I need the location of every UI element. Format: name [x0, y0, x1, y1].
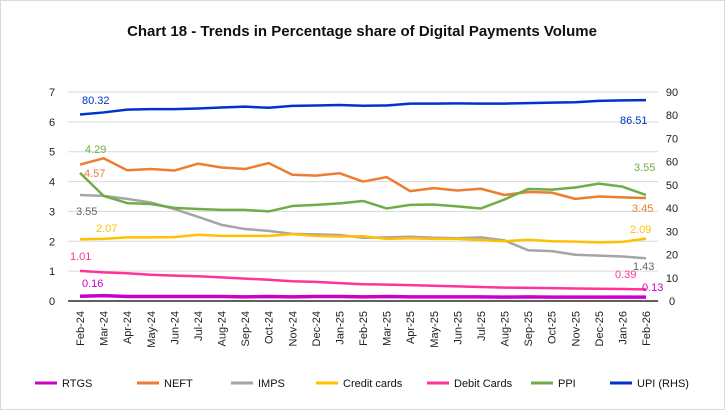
- x-tick-label: Jul-24: [193, 311, 205, 341]
- x-tick-label: Oct-25: [547, 311, 559, 344]
- y-right-tick-label: 20: [666, 250, 678, 262]
- y-left-tick-label: 6: [49, 117, 55, 129]
- x-tick-label: Feb-26: [641, 311, 653, 346]
- x-tick-label: Dec-25: [594, 311, 606, 346]
- x-tick-label: Apr-25: [405, 311, 417, 344]
- x-tick-label: Feb-24: [75, 311, 87, 346]
- x-tick-label: Aug-25: [500, 311, 512, 346]
- series-line-debit-cards: [79, 269, 647, 291]
- y-right-tick-label: 90: [666, 87, 678, 99]
- data-label-first: 1.01: [70, 251, 91, 263]
- legend-entry: IMPS: [258, 378, 285, 390]
- y-left-tick-label: 1: [49, 266, 55, 278]
- y-right-tick-label: 10: [666, 273, 678, 285]
- x-tick-label: Feb-25: [358, 311, 370, 346]
- data-label-last: 1.43: [633, 261, 654, 273]
- x-tick-label: Mar-25: [382, 311, 394, 346]
- y-left-tick-label: 2: [49, 236, 55, 248]
- data-label-first: 3.55: [76, 206, 97, 218]
- series-line-rtgs: [79, 293, 646, 299]
- y-left-tick-label: 7: [49, 87, 55, 99]
- x-tick-label: Jun-25: [452, 311, 464, 345]
- data-label-first: 2.07: [96, 223, 117, 235]
- y-left-tick-label: 0: [49, 296, 55, 308]
- y-right-tick-label: 30: [666, 226, 678, 238]
- data-label-last: 3.55: [634, 162, 655, 174]
- x-tick-label: Apr-24: [122, 311, 134, 344]
- x-tick-label: Dec-24: [311, 311, 323, 346]
- legend-entry: NEFT: [164, 378, 193, 390]
- x-tick-label: May-24: [146, 311, 158, 348]
- x-tick-label: Jul-25: [476, 311, 488, 341]
- y-right-tick-label: 60: [666, 157, 678, 169]
- x-tick-label: Mar-24: [99, 311, 111, 346]
- data-label-last: 0.39: [615, 269, 636, 281]
- y-right-tick-label: 50: [666, 180, 678, 192]
- x-tick-label: Jan-25: [334, 311, 346, 345]
- y-left-tick-label: 4: [49, 177, 55, 189]
- series-line-upi-rhs-: [79, 98, 647, 116]
- y-right-tick-label: 40: [666, 203, 678, 215]
- legend-entry: Credit cards: [343, 378, 403, 390]
- series-line-credit-cards: [79, 232, 647, 244]
- x-tick-label: Nov-25: [570, 311, 582, 346]
- data-label-first: 0.16: [82, 278, 103, 290]
- y-right-tick-label: 0: [669, 296, 675, 308]
- x-tick-label: May-25: [429, 311, 441, 348]
- data-label-last: 3.45: [632, 203, 653, 215]
- x-tick-label: Sep-25: [523, 311, 535, 346]
- legend-entry: UPI (RHS): [637, 378, 689, 390]
- legend-entry: RTGS: [62, 378, 92, 390]
- chart-title: Chart 18 - Trends in Percentage share of…: [127, 23, 597, 40]
- x-tick-label: Jun-24: [169, 311, 181, 345]
- y-left-tick-label: 5: [49, 147, 55, 159]
- data-label-first: 4.57: [84, 168, 105, 180]
- data-label-last: 86.51: [620, 115, 648, 127]
- series-line-ppi: [79, 172, 647, 213]
- data-label-first: 4.29: [85, 144, 106, 156]
- y-left-tick-label: 3: [49, 206, 55, 218]
- x-tick-label: Nov-24: [287, 311, 299, 346]
- legend-entry: PPI: [558, 378, 576, 390]
- legend-entry: Debit Cards: [454, 378, 513, 390]
- data-label-last: 2.09: [630, 224, 651, 236]
- series-line-imps: [79, 193, 647, 260]
- data-label-first: 80.32: [82, 95, 110, 107]
- data-label-last: 0.13: [642, 282, 663, 294]
- x-tick-label: Sep-24: [240, 311, 252, 346]
- x-tick-label: Oct-24: [264, 311, 276, 344]
- x-tick-label: Jan-26: [617, 311, 629, 345]
- x-tick-label: Aug-24: [217, 311, 229, 346]
- y-right-tick-label: 80: [666, 110, 678, 122]
- series-line-neft: [79, 157, 647, 201]
- y-right-tick-label: 70: [666, 133, 678, 145]
